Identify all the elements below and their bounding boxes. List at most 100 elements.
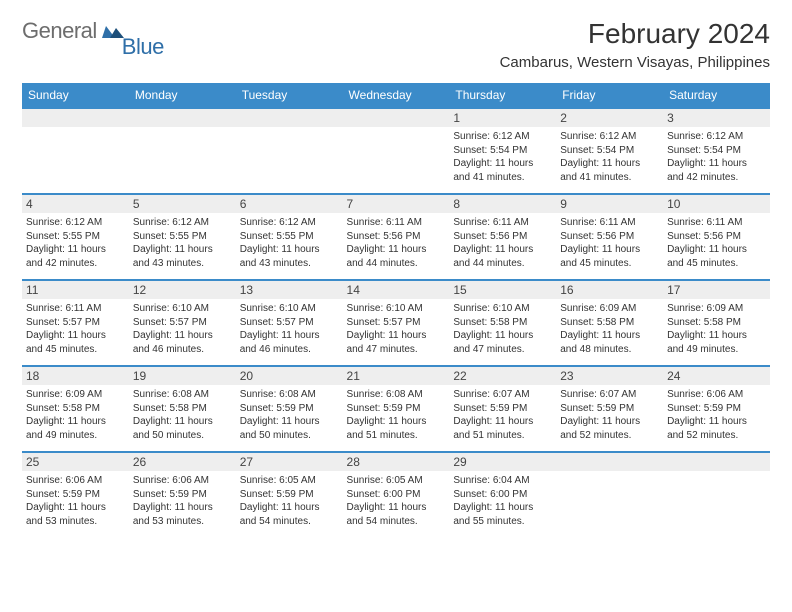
sunrise-text: Sunrise: 6:04 AM: [453, 474, 552, 488]
day-details: Sunrise: 6:12 AMSunset: 5:55 PMDaylight:…: [26, 216, 125, 270]
day-number: 16: [556, 281, 663, 299]
title-block: February 2024 Cambarus, Western Visayas,…: [500, 18, 770, 71]
calendar-cell: 2Sunrise: 6:12 AMSunset: 5:54 PMDaylight…: [556, 108, 663, 194]
brand-part2: Blue: [122, 34, 164, 60]
daylight-text: Daylight: 11 hours and 42 minutes.: [26, 243, 125, 270]
calendar-cell: 24Sunrise: 6:06 AMSunset: 5:59 PMDayligh…: [663, 366, 770, 452]
calendar-cell: 14 Sunrise: 6:10 AMSunset: 5:57 PMDayligh…: [343, 280, 450, 366]
sunset-text: Sunset: 5:54 PM: [560, 144, 659, 158]
day-details: Sunrise: 6:10 AMSunset: 5:57 PMDaylight:…: [347, 302, 446, 356]
day-number: 6: [236, 195, 343, 213]
sunset-text: Sunset: 5:59 PM: [133, 488, 232, 502]
daylight-text: Daylight: 11 hours and 47 minutes.: [453, 329, 552, 356]
day-number: [343, 109, 450, 127]
sunset-text: Sunset: 5:56 PM: [453, 230, 552, 244]
daylight-text: Daylight: 11 hours and 48 minutes.: [560, 329, 659, 356]
calendar-row: 18Sunrise: 6:09 AMSunset: 5:58 PMDayligh…: [22, 366, 770, 452]
sunset-text: Sunset: 5:57 PM: [26, 316, 125, 330]
calendar-table: Sunday Monday Tuesday Wednesday Thursday…: [22, 83, 770, 538]
calendar-cell: 9Sunrise: 6:11 AMSunset: 5:56 PMDaylight…: [556, 194, 663, 280]
calendar-cell: [343, 108, 450, 194]
calendar-cell: 6 Sunrise: 6:12 AMSunset: 5:55 PMDaylight…: [236, 194, 343, 280]
day-number: 25: [22, 453, 129, 471]
day-details: Sunrise: 6:12 AMSunset: 5:55 PMDaylight:…: [240, 216, 339, 270]
day-details: Sunrise: 6:10 AMSunset: 5:57 PMDaylight:…: [133, 302, 232, 356]
sunset-text: Sunset: 5:58 PM: [133, 402, 232, 416]
day-number: 20: [236, 367, 343, 385]
daylight-text: Daylight: 11 hours and 43 minutes.: [133, 243, 232, 270]
calendar-cell: 12 Sunrise: 6:10 AMSunset: 5:57 PMDayligh…: [129, 280, 236, 366]
sunset-text: Sunset: 5:58 PM: [453, 316, 552, 330]
sunrise-text: Sunrise: 6:06 AM: [26, 474, 125, 488]
daylight-text: Daylight: 11 hours and 42 minutes.: [667, 157, 766, 184]
daylight-text: Daylight: 11 hours and 47 minutes.: [347, 329, 446, 356]
calendar-cell: 25Sunrise: 6:06 AMSunset: 5:59 PMDayligh…: [22, 452, 129, 538]
sunset-text: Sunset: 5:56 PM: [667, 230, 766, 244]
day-details: Sunrise: 6:10 AMSunset: 5:57 PMDaylight:…: [240, 302, 339, 356]
sunset-text: Sunset: 5:55 PM: [133, 230, 232, 244]
day-number: [556, 453, 663, 471]
day-number: 27: [236, 453, 343, 471]
calendar-cell: [22, 108, 129, 194]
sunset-text: Sunset: 5:59 PM: [667, 402, 766, 416]
sunset-text: Sunset: 5:54 PM: [667, 144, 766, 158]
daylight-text: Daylight: 11 hours and 49 minutes.: [26, 415, 125, 442]
day-number: 9: [556, 195, 663, 213]
daylight-text: Daylight: 11 hours and 53 minutes.: [133, 501, 232, 528]
day-number: [22, 109, 129, 127]
sunrise-text: Sunrise: 6:10 AM: [240, 302, 339, 316]
day-details: Sunrise: 6:12 AMSunset: 5:54 PMDaylight:…: [667, 130, 766, 184]
weekday-header: Tuesday: [236, 83, 343, 108]
day-details: Sunrise: 6:07 AMSunset: 5:59 PMDaylight:…: [560, 388, 659, 442]
day-number: 22: [449, 367, 556, 385]
sunset-text: Sunset: 5:58 PM: [26, 402, 125, 416]
day-number: 21: [343, 367, 450, 385]
calendar-cell: 10Sunrise: 6:11 AMSunset: 5:56 PMDayligh…: [663, 194, 770, 280]
sunset-text: Sunset: 5:59 PM: [26, 488, 125, 502]
sunrise-text: Sunrise: 6:08 AM: [133, 388, 232, 402]
calendar-cell: 1Sunrise: 6:12 AMSunset: 5:54 PMDaylight…: [449, 108, 556, 194]
day-number: 5: [129, 195, 236, 213]
day-details: Sunrise: 6:09 AMSunset: 5:58 PMDaylight:…: [560, 302, 659, 356]
sunrise-text: Sunrise: 6:07 AM: [453, 388, 552, 402]
daylight-text: Daylight: 11 hours and 50 minutes.: [240, 415, 339, 442]
day-number: 15: [449, 281, 556, 299]
brand-mark-icon: [102, 24, 124, 43]
sunrise-text: Sunrise: 6:08 AM: [347, 388, 446, 402]
sunrise-text: Sunrise: 6:09 AM: [560, 302, 659, 316]
daylight-text: Daylight: 11 hours and 55 minutes.: [453, 501, 552, 528]
day-number: 4: [22, 195, 129, 213]
calendar-cell: 15 Sunrise: 6:10 AMSunset: 5:58 PMDayligh…: [449, 280, 556, 366]
calendar-cell: [129, 108, 236, 194]
calendar-cell: [236, 108, 343, 194]
day-details: Sunrise: 6:05 AMSunset: 6:00 PMDaylight:…: [347, 474, 446, 528]
day-details: Sunrise: 6:09 AMSunset: 5:58 PMDaylight:…: [26, 388, 125, 442]
sunset-text: Sunset: 5:59 PM: [240, 488, 339, 502]
daylight-text: Daylight: 11 hours and 46 minutes.: [240, 329, 339, 356]
day-number: 23: [556, 367, 663, 385]
day-number: 14: [343, 281, 450, 299]
day-number: [663, 453, 770, 471]
sunrise-text: Sunrise: 6:12 AM: [26, 216, 125, 230]
day-number: 12: [129, 281, 236, 299]
calendar-cell: 22Sunrise: 6:07 AMSunset: 5:59 PMDayligh…: [449, 366, 556, 452]
sunrise-text: Sunrise: 6:11 AM: [347, 216, 446, 230]
sunrise-text: Sunrise: 6:10 AM: [453, 302, 552, 316]
day-details: Sunrise: 6:08 AMSunset: 5:59 PMDaylight:…: [347, 388, 446, 442]
sunrise-text: Sunrise: 6:11 AM: [26, 302, 125, 316]
calendar-row: 11Sunrise: 6:11 AMSunset: 5:57 PMDayligh…: [22, 280, 770, 366]
sunrise-text: Sunrise: 6:10 AM: [347, 302, 446, 316]
brand-logo: General Blue: [22, 18, 170, 44]
calendar-cell: 4 Sunrise: 6:12 AMSunset: 5:55 PMDaylight…: [22, 194, 129, 280]
calendar-cell: [663, 452, 770, 538]
day-details: Sunrise: 6:11 AMSunset: 5:56 PMDaylight:…: [667, 216, 766, 270]
sunrise-text: Sunrise: 6:08 AM: [240, 388, 339, 402]
sunset-text: Sunset: 5:58 PM: [667, 316, 766, 330]
day-number: 7: [343, 195, 450, 213]
weekday-header: Saturday: [663, 83, 770, 108]
weekday-header: Sunday: [22, 83, 129, 108]
sunset-text: Sunset: 5:56 PM: [347, 230, 446, 244]
daylight-text: Daylight: 11 hours and 44 minutes.: [347, 243, 446, 270]
calendar-cell: 21 Sunrise: 6:08 AMSunset: 5:59 PMDayligh…: [343, 366, 450, 452]
calendar-cell: 26Sunrise: 6:06 AMSunset: 5:59 PMDayligh…: [129, 452, 236, 538]
